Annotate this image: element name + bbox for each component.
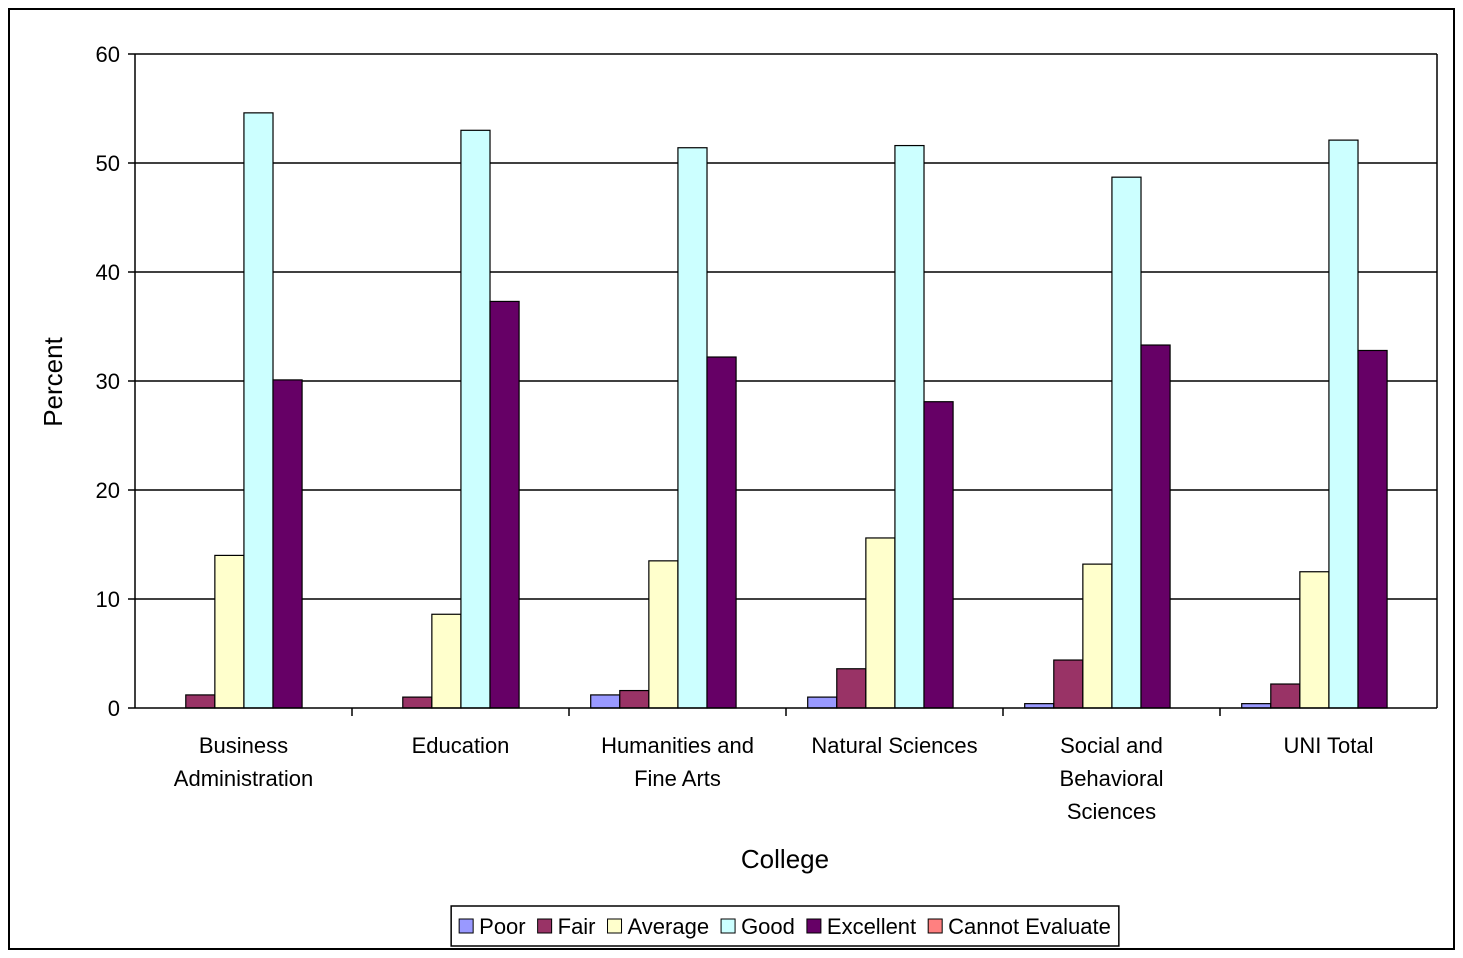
- x-tick-labels: Business Administration Education Humanitie…: [174, 733, 1374, 824]
- x-tick-label-line: Natural Sciences: [811, 733, 977, 758]
- bar-average: [1082, 563, 1113, 709]
- x-tick-label: Business Administration: [174, 733, 313, 791]
- x-tick-label-line: Sciences: [1067, 799, 1156, 824]
- bar-excellent: [489, 300, 520, 709]
- legend-label: Fair: [558, 914, 596, 939]
- bar-good: [1111, 176, 1142, 709]
- y-axis-label: Percent: [38, 336, 68, 426]
- x-tick-label: Natural Sciences: [811, 733, 977, 758]
- bars: [185, 112, 1388, 709]
- bar-average: [865, 537, 896, 709]
- x-tick-label: Education: [412, 733, 510, 758]
- bar-average: [214, 554, 245, 709]
- bar-excellent: [923, 401, 954, 709]
- legend: Poor Fair Average Good Excellent Cannot Evalu…: [450, 905, 1120, 947]
- bar-average: [648, 560, 679, 709]
- legend-swatch: [458, 918, 474, 934]
- bar-excellent: [1140, 344, 1171, 709]
- y-tick-label: 10: [96, 587, 120, 612]
- legend-label: Poor: [479, 914, 525, 939]
- bar-fair: [402, 696, 433, 709]
- x-tick-label-line: Administration: [174, 766, 313, 791]
- y-tick-label: 20: [96, 478, 120, 503]
- y-tick-label: 50: [96, 151, 120, 176]
- axes: [128, 53, 1438, 716]
- gridlines: [135, 53, 1437, 600]
- bar-fair: [1053, 659, 1084, 709]
- bar-average: [431, 613, 462, 709]
- bar-good: [677, 147, 708, 709]
- bar-good: [243, 112, 274, 709]
- legend-box: [450, 905, 1120, 947]
- x-tick-label-line: Fine Arts: [634, 766, 721, 791]
- x-tick-label: Humanities and Fine Arts: [601, 733, 754, 791]
- x-tick-label: UNI Total: [1283, 733, 1373, 758]
- legend-label: Cannot Evaluate: [948, 914, 1111, 939]
- legend-swatch: [806, 918, 822, 934]
- x-tick-label-line: Business: [199, 733, 288, 758]
- legend-label: Average: [628, 914, 710, 939]
- x-tick-label-line: Social and: [1060, 733, 1163, 758]
- x-tick-label-line: Behavioral: [1060, 766, 1164, 791]
- legend-swatch: [927, 918, 943, 934]
- x-axis-label: College: [741, 844, 829, 874]
- bar-fair: [1270, 683, 1301, 709]
- y-tick-label: 0: [108, 696, 120, 721]
- chart-frame: [8, 8, 1455, 950]
- legend-swatch: [607, 918, 623, 934]
- legend-label: Excellent: [827, 914, 916, 939]
- bar-excellent: [272, 379, 303, 709]
- bar-fair: [185, 694, 216, 709]
- x-tick-label-line: UNI Total: [1283, 733, 1373, 758]
- x-tick-label: Social and Behavioral Sciences: [1060, 733, 1164, 824]
- legend-swatch: [537, 918, 553, 934]
- legend-label: Good: [741, 914, 795, 939]
- bar-good: [1328, 139, 1359, 709]
- y-tick-label: 60: [96, 42, 120, 67]
- x-tick-label-line: Education: [412, 733, 510, 758]
- legend-swatch: [720, 918, 736, 934]
- bar-good: [460, 129, 491, 709]
- bar-poor: [590, 694, 621, 709]
- x-tick-label-line: Humanities and: [601, 733, 754, 758]
- bar-average: [1299, 571, 1330, 709]
- bar-excellent: [706, 356, 737, 709]
- y-tick-label: 40: [96, 260, 120, 285]
- bar-good: [894, 144, 925, 709]
- bar-poor: [807, 696, 838, 709]
- bar-fair: [836, 668, 867, 709]
- y-tick-label: 30: [96, 369, 120, 394]
- y-tick-labels: 0 10 20 30 40 50 60: [96, 42, 120, 721]
- bar-excellent: [1357, 349, 1388, 709]
- bar-fair: [619, 689, 650, 709]
